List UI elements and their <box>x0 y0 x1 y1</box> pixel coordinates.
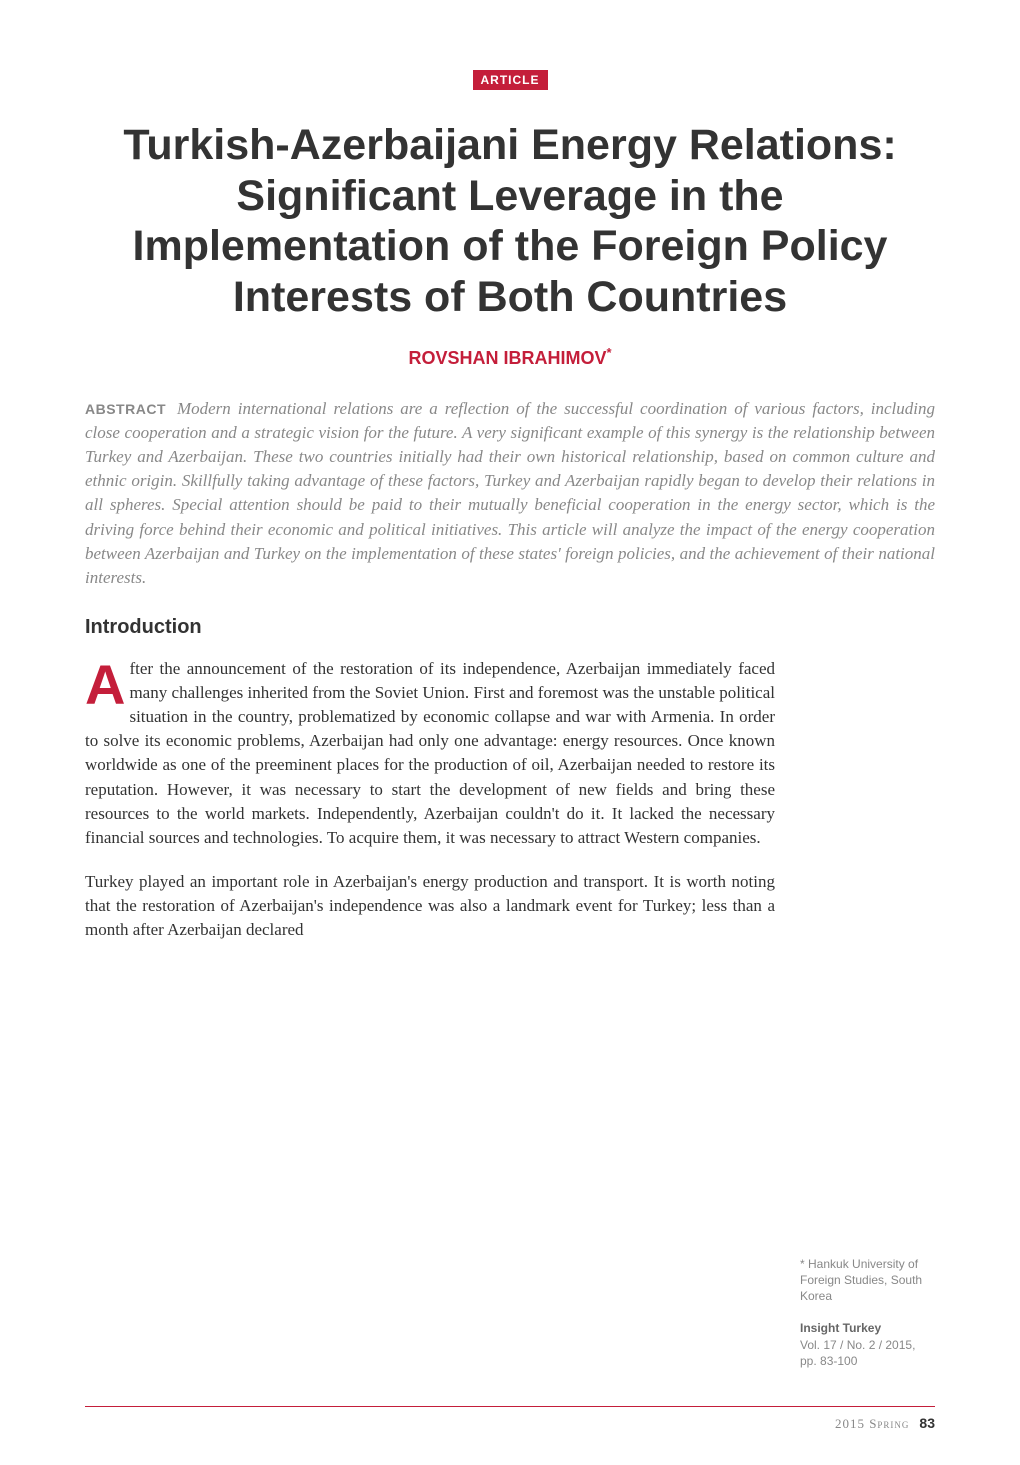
article-title: Turkish-Azerbaijani Energy Relations: Si… <box>85 120 935 323</box>
page-footer: 2015 Spring 83 <box>85 1406 935 1433</box>
badge-label: ARTICLE <box>473 70 548 90</box>
abstract-text: Modern international relations are a ref… <box>85 399 935 587</box>
author-line: ROVSHAN IBRAHIMOV* <box>85 345 935 369</box>
journal-meta: Vol. 17 / No. 2 / 2015, pp. 83-100 <box>800 1338 915 1368</box>
journal-citation: Insight Turkey Vol. 17 / No. 2 / 2015, p… <box>800 1320 935 1369</box>
intro-paragraph-2: Turkey played an important role in Azerb… <box>85 870 775 942</box>
abstract-label: ABSTRACT <box>85 401 166 417</box>
author-affiliation-marker: * <box>606 345 611 360</box>
dropcap-letter: A <box>85 661 125 709</box>
journal-name: Insight Turkey <box>800 1321 881 1335</box>
abstract-paragraph: ABSTRACT Modern international relations … <box>85 397 935 590</box>
margin-notes: * Hankuk University of Foreign Studies, … <box>800 1256 935 1385</box>
footer-issue: 2015 Spring <box>835 1416 909 1431</box>
section-heading-introduction: Introduction <box>85 616 935 639</box>
author-name: ROVSHAN IBRAHIMOV <box>408 348 606 368</box>
para1-text: fter the announcement of the restoration… <box>85 659 775 847</box>
body-column: After the announcement of the restoratio… <box>85 657 775 942</box>
affiliation-note: * Hankuk University of Foreign Studies, … <box>800 1256 935 1305</box>
footer-page-number: 83 <box>919 1415 935 1431</box>
affiliation-text: Hankuk University of Foreign Studies, So… <box>800 1257 922 1303</box>
intro-paragraph-1: After the announcement of the restoratio… <box>85 657 775 850</box>
article-type-badge: ARTICLE <box>85 70 935 90</box>
